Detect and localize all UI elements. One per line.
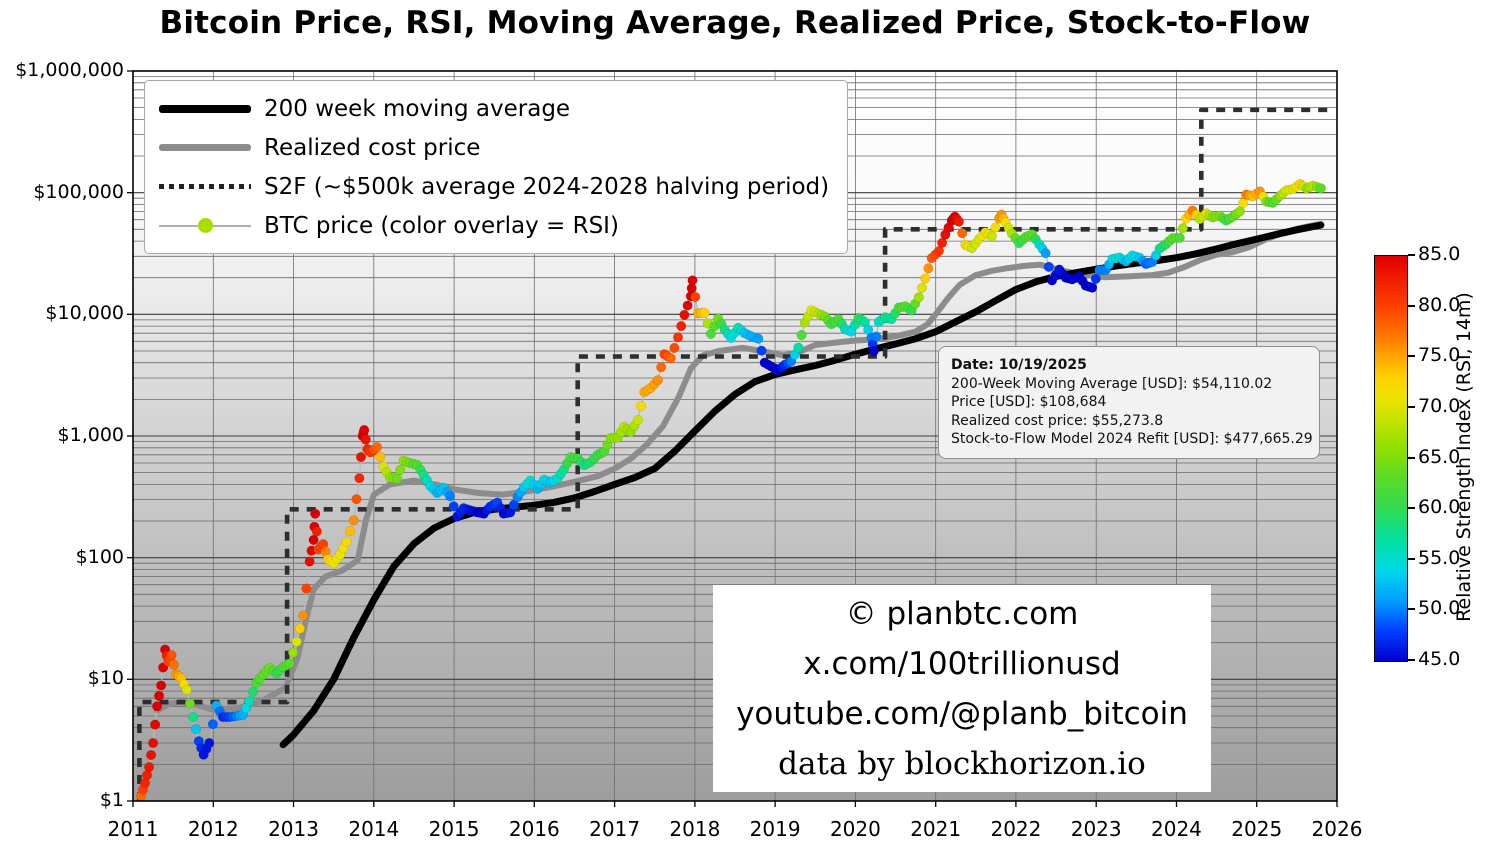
x-tick-label: 2018 (669, 817, 721, 841)
x-tick-label: 2024 (1151, 817, 1202, 841)
x-tick-label: 2016 (508, 817, 560, 841)
colorbar-tick-label: 75.0 (1418, 344, 1461, 367)
x-tick-label: 2014 (348, 817, 400, 841)
colorbar-tick-mark (1408, 608, 1415, 611)
y-tick-label: $1,000,000 (15, 59, 124, 81)
colorbar-tick-label: 55.0 (1418, 546, 1461, 569)
colorbar-tick-label: 60.0 (1418, 496, 1461, 519)
watermark-data-source: data by blockhorizon.io (778, 745, 1146, 782)
tooltip-realized-cost: Realized cost price: $55,273.8 (951, 412, 1164, 429)
colorbar-tick-mark (1408, 304, 1415, 307)
x-tick-label: 2025 (1231, 817, 1283, 841)
s2f-line-swatch (159, 177, 251, 197)
x-tick-label: 2020 (829, 817, 881, 841)
x-tick-label: 2017 (589, 817, 641, 841)
colorbar-tick-label: 65.0 (1418, 445, 1461, 468)
btc-price-swatch (159, 216, 251, 236)
y-tick-label: $1 (99, 789, 124, 811)
x-tick-label: 2011 (107, 817, 159, 841)
watermark: © planbtc.com x.com/100trillionusd youtu… (713, 585, 1211, 792)
tooltip: Date: 10/19/2025 200-Week Moving Average… (938, 346, 1320, 459)
x-tick-label: 2015 (428, 817, 480, 841)
colorbar-tick-mark (1408, 659, 1415, 661)
legend-item-btc-price: BTC price (color overlay = RSI) (159, 206, 829, 245)
colorbar-tick-mark (1408, 557, 1415, 560)
colorbar-tick-mark (1408, 507, 1415, 510)
colorbar-tick-label: 80.0 (1418, 293, 1461, 316)
watermark-planbtc: © planbtc.com (845, 595, 1079, 632)
dotted-line-icon (159, 184, 251, 189)
colorbar-tick-label: 85.0 (1418, 243, 1461, 265)
legend: 200 week moving average Realized cost pr… (144, 80, 849, 254)
watermark-youtube: youtube.com/@planb_bitcoin (736, 695, 1188, 732)
ma-line-swatch (159, 99, 251, 119)
x-tick-label: 2012 (187, 817, 239, 841)
legend-item-s2f: S2F (~$500k average 2024-2028 halving pe… (159, 167, 829, 206)
legend-label-s2f: S2F (~$500k average 2024-2028 halving pe… (264, 173, 830, 200)
legend-item-moving-average: 200 week moving average (159, 89, 829, 128)
x-tick-label: 2021 (910, 817, 962, 841)
legend-item-realized-cost: Realized cost price (159, 128, 829, 167)
colorbar-tick-label: 50.0 (1418, 597, 1461, 620)
legend-label-btc: BTC price (color overlay = RSI) (264, 212, 619, 239)
tooltip-price: Price [USD]: $108,684 (951, 394, 1107, 410)
rsi-colorbar (1374, 255, 1408, 662)
colorbar-tick-mark (1408, 456, 1415, 459)
x-tick-label: 2022 (990, 817, 1042, 841)
x-tick-label: 2019 (749, 817, 801, 841)
realized-line-swatch (159, 138, 251, 158)
colorbar-tick-label: 45.0 (1418, 648, 1461, 670)
thick-gray-line-icon (159, 144, 251, 151)
y-tick-label: $100 (75, 545, 124, 568)
colorbar-tick-mark (1408, 254, 1415, 256)
watermark-x-handle: x.com/100trillionusd (803, 645, 1121, 682)
y-tick-label: $10,000 (45, 302, 124, 325)
legend-label-realized: Realized cost price (264, 134, 481, 161)
colorbar-tick-mark (1408, 405, 1415, 408)
tooltip-moving-average: 200-Week Moving Average [USD]: $54,110.0… (951, 375, 1273, 392)
y-tick-label: $1,000 (57, 424, 124, 446)
x-tick-label: 2013 (268, 817, 319, 841)
colorbar-tick-label: 70.0 (1418, 394, 1461, 417)
btc-dot-icon (197, 218, 213, 233)
x-tick-label: 2026 (1311, 817, 1363, 841)
y-tick-label: $100,000 (33, 180, 124, 203)
x-tick-label: 2023 (1070, 817, 1122, 841)
y-tick-label: $10 (87, 667, 124, 690)
legend-label-ma: 200 week moving average (264, 95, 571, 122)
colorbar-tick-mark (1408, 355, 1415, 358)
thick-black-line-icon (159, 104, 251, 113)
tooltip-s2f-model: Stock-to-Flow Model 2024 Refit [USD]: $4… (951, 431, 1313, 447)
chart-title: Bitcoin Price, RSI, Moving Average, Real… (159, 5, 1311, 41)
tooltip-date: Date: 10/19/2025 (951, 357, 1087, 373)
